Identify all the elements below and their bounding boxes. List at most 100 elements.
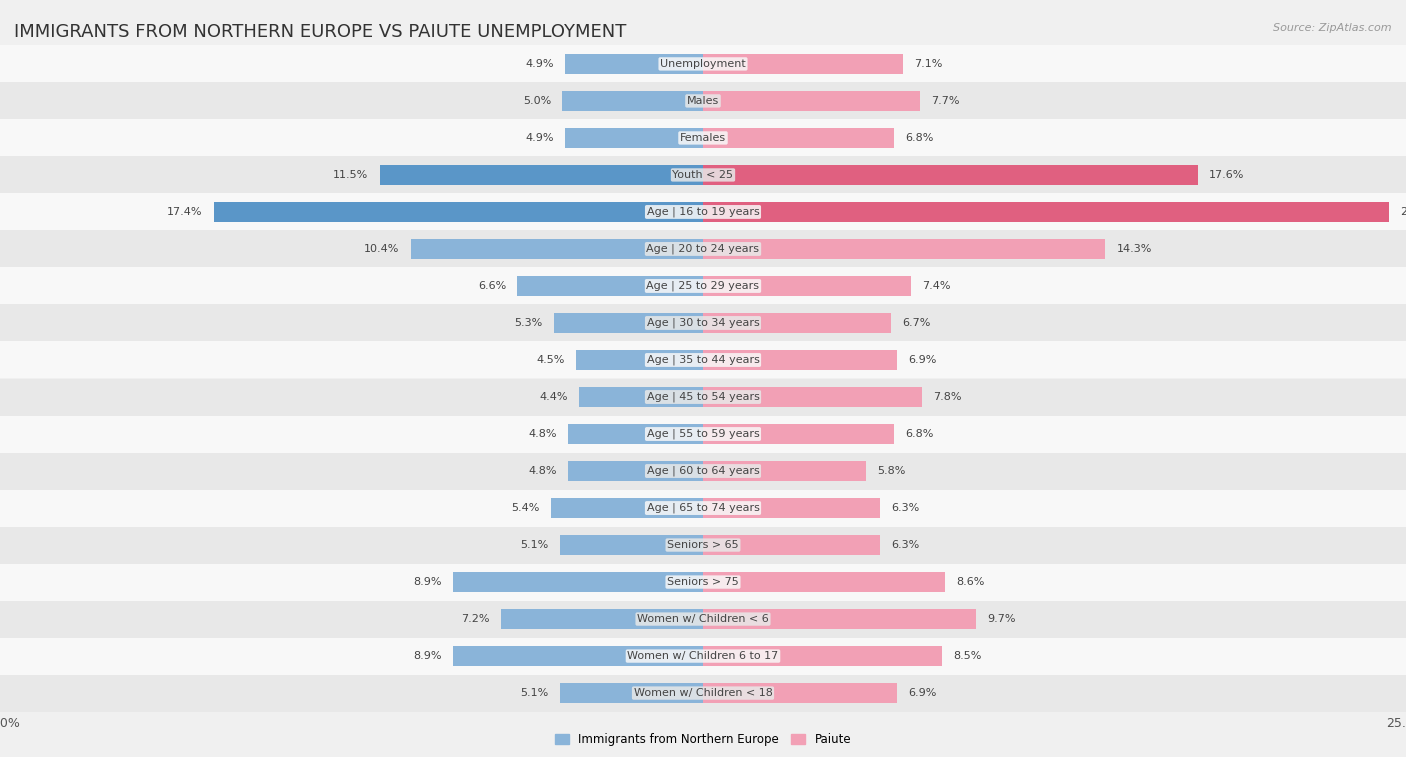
Text: Youth < 25: Youth < 25 <box>672 170 734 180</box>
Text: Males: Males <box>688 96 718 106</box>
Text: Age | 60 to 64 years: Age | 60 to 64 years <box>647 466 759 476</box>
Text: 4.9%: 4.9% <box>526 133 554 143</box>
Text: 9.7%: 9.7% <box>987 614 1015 624</box>
Text: 7.1%: 7.1% <box>914 59 942 69</box>
Bar <box>576 350 703 370</box>
Bar <box>703 424 894 444</box>
Bar <box>0 416 1406 453</box>
Text: 8.6%: 8.6% <box>956 577 984 587</box>
Text: 6.7%: 6.7% <box>903 318 931 328</box>
Bar <box>453 572 703 592</box>
Text: 5.0%: 5.0% <box>523 96 551 106</box>
Text: 6.8%: 6.8% <box>905 133 934 143</box>
Bar <box>565 128 703 148</box>
Text: 5.8%: 5.8% <box>877 466 905 476</box>
Text: 8.9%: 8.9% <box>413 577 441 587</box>
Text: Females: Females <box>681 133 725 143</box>
Bar <box>560 683 703 703</box>
Bar <box>560 535 703 555</box>
Text: 4.4%: 4.4% <box>540 392 568 402</box>
Text: Age | 55 to 59 years: Age | 55 to 59 years <box>647 428 759 439</box>
Text: 6.9%: 6.9% <box>908 688 936 698</box>
Text: Age | 20 to 24 years: Age | 20 to 24 years <box>647 244 759 254</box>
Bar <box>703 609 976 629</box>
Bar <box>0 267 1406 304</box>
Text: 5.1%: 5.1% <box>520 688 548 698</box>
Bar <box>0 230 1406 267</box>
Bar <box>0 378 1406 416</box>
Bar <box>453 646 703 666</box>
Text: 11.5%: 11.5% <box>333 170 368 180</box>
Bar <box>0 83 1406 120</box>
Bar <box>0 563 1406 600</box>
Bar <box>0 304 1406 341</box>
Text: 7.7%: 7.7% <box>931 96 959 106</box>
Bar <box>703 498 880 519</box>
Bar <box>411 238 703 259</box>
Bar <box>551 498 703 519</box>
Text: 7.4%: 7.4% <box>922 281 950 291</box>
Bar <box>703 91 920 111</box>
Bar <box>0 490 1406 527</box>
Text: Women w/ Children < 18: Women w/ Children < 18 <box>634 688 772 698</box>
Bar <box>703 54 903 74</box>
Text: Age | 30 to 34 years: Age | 30 to 34 years <box>647 318 759 329</box>
Bar <box>0 527 1406 563</box>
Text: Age | 16 to 19 years: Age | 16 to 19 years <box>647 207 759 217</box>
Text: 17.4%: 17.4% <box>167 207 202 217</box>
Bar <box>565 54 703 74</box>
Text: 6.3%: 6.3% <box>891 503 920 513</box>
Bar <box>0 341 1406 378</box>
Text: Women w/ Children 6 to 17: Women w/ Children 6 to 17 <box>627 651 779 661</box>
Text: Age | 45 to 54 years: Age | 45 to 54 years <box>647 392 759 402</box>
Text: 7.8%: 7.8% <box>934 392 962 402</box>
Text: 4.8%: 4.8% <box>529 466 557 476</box>
Bar <box>0 157 1406 194</box>
Bar <box>703 165 1198 185</box>
Bar <box>703 535 880 555</box>
Bar <box>0 637 1406 674</box>
Bar <box>0 194 1406 230</box>
Bar <box>214 202 703 222</box>
Text: 17.6%: 17.6% <box>1209 170 1244 180</box>
Text: Seniors > 65: Seniors > 65 <box>668 540 738 550</box>
Text: 7.2%: 7.2% <box>461 614 489 624</box>
Bar <box>703 238 1105 259</box>
Text: 6.9%: 6.9% <box>908 355 936 365</box>
Bar <box>703 276 911 296</box>
Text: Age | 35 to 44 years: Age | 35 to 44 years <box>647 355 759 365</box>
Text: 5.1%: 5.1% <box>520 540 548 550</box>
Bar <box>0 674 1406 712</box>
Text: 6.6%: 6.6% <box>478 281 506 291</box>
Bar <box>554 313 703 333</box>
Text: Age | 25 to 29 years: Age | 25 to 29 years <box>647 281 759 291</box>
Text: 5.3%: 5.3% <box>515 318 543 328</box>
Bar <box>0 600 1406 637</box>
Bar <box>0 453 1406 490</box>
Bar <box>703 646 942 666</box>
Text: 8.9%: 8.9% <box>413 651 441 661</box>
Text: 4.9%: 4.9% <box>526 59 554 69</box>
Bar <box>703 387 922 407</box>
Bar <box>579 387 703 407</box>
Bar <box>703 683 897 703</box>
Text: 4.5%: 4.5% <box>537 355 565 365</box>
Legend: Immigrants from Northern Europe, Paiute: Immigrants from Northern Europe, Paiute <box>550 729 856 751</box>
Text: 8.5%: 8.5% <box>953 651 981 661</box>
Text: Seniors > 75: Seniors > 75 <box>666 577 740 587</box>
Text: 14.3%: 14.3% <box>1116 244 1152 254</box>
Bar <box>517 276 703 296</box>
Bar <box>562 91 703 111</box>
Text: 6.3%: 6.3% <box>891 540 920 550</box>
Bar <box>568 424 703 444</box>
Text: 4.8%: 4.8% <box>529 429 557 439</box>
Text: 24.4%: 24.4% <box>1400 207 1406 217</box>
Text: 5.4%: 5.4% <box>512 503 540 513</box>
Bar <box>703 128 894 148</box>
Bar <box>703 461 866 481</box>
Text: IMMIGRANTS FROM NORTHERN EUROPE VS PAIUTE UNEMPLOYMENT: IMMIGRANTS FROM NORTHERN EUROPE VS PAIUT… <box>14 23 627 41</box>
Bar <box>703 313 891 333</box>
Text: Age | 65 to 74 years: Age | 65 to 74 years <box>647 503 759 513</box>
Bar <box>703 202 1389 222</box>
Bar <box>568 461 703 481</box>
